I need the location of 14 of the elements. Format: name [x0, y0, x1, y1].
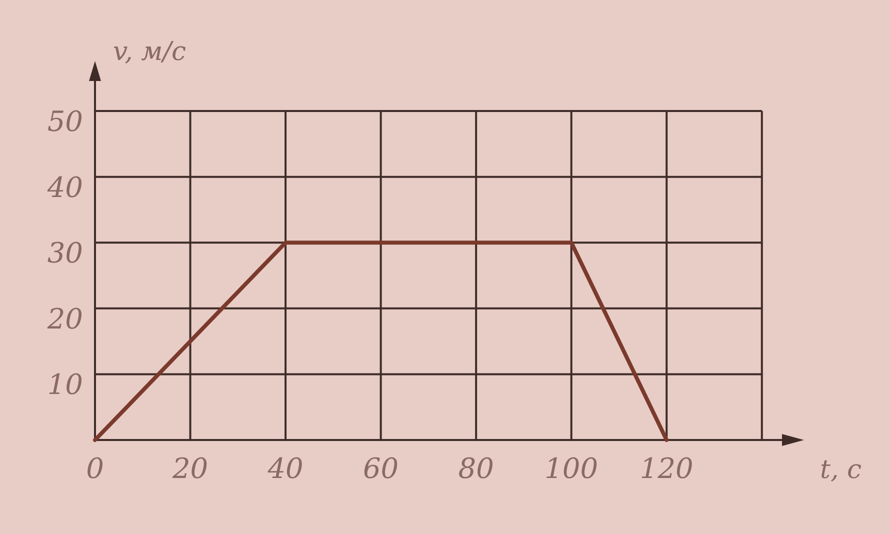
y-tick-label: 20 [46, 302, 83, 336]
x-tick-label: 120 [640, 452, 694, 485]
x-tick-label: 60 [362, 452, 399, 485]
y-tick-label: 50 [47, 105, 83, 138]
y-tick-label: 40 [46, 170, 83, 204]
x-tick-label: 80 [458, 452, 494, 485]
x-tick-label: 20 [171, 452, 208, 485]
y-tick-label: 10 [47, 368, 83, 402]
y-axis-title: v, м/с [113, 37, 186, 67]
x-tick-label: 100 [544, 452, 598, 485]
x-axis-title: t, с [820, 455, 862, 485]
x-tick-label: 40 [266, 452, 304, 485]
x-tick-label: 0 [86, 452, 104, 485]
y-tick-label: 30 [47, 236, 83, 270]
